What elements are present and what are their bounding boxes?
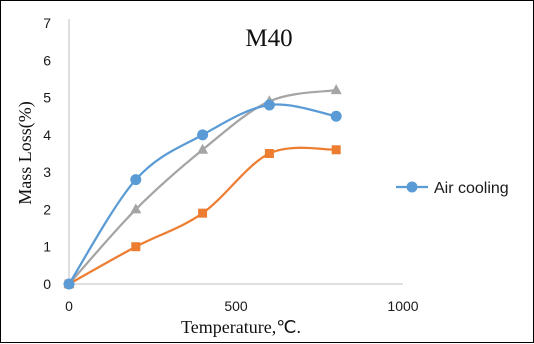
data-point — [331, 145, 341, 155]
y-tick-label: 1 — [43, 239, 51, 255]
series-group — [63, 84, 342, 290]
legend-label: Air cooling — [434, 180, 509, 197]
x-tick-label: 0 — [65, 298, 73, 314]
data-point — [264, 149, 274, 158]
y-tick-label: 7 — [43, 15, 51, 31]
x-axis-label: Temperature,℃. — [181, 317, 301, 337]
legend: Air cooling — [396, 180, 509, 197]
series-2 — [63, 84, 342, 288]
y-tick-label: 4 — [43, 127, 51, 143]
data-point — [198, 208, 208, 218]
series-0 — [63, 99, 342, 290]
x-tick-labels: 0 500 1000 — [65, 298, 419, 314]
y-axis-label: Mass Loss(%) — [15, 101, 36, 205]
data-point — [197, 129, 209, 141]
data-point — [130, 203, 142, 214]
data-point — [197, 143, 209, 154]
y-tick-label: 5 — [43, 90, 51, 106]
legend-marker — [406, 181, 418, 193]
data-point — [63, 278, 75, 290]
series-1 — [64, 145, 341, 289]
y-tick-labels: 0 1 2 3 4 5 6 7 — [43, 15, 51, 292]
y-tick-label: 2 — [43, 201, 51, 217]
chart-title: M40 — [245, 25, 292, 52]
data-point — [130, 174, 142, 186]
y-tick-label: 3 — [43, 164, 51, 180]
series-line — [68, 89, 337, 285]
x-tick-label: 1000 — [387, 298, 418, 314]
series-line — [68, 103, 337, 285]
data-point — [330, 110, 342, 122]
y-tick-label: 6 — [43, 52, 51, 68]
y-tick-label: 0 — [43, 276, 51, 292]
data-point — [131, 242, 141, 252]
data-point — [263, 99, 275, 111]
data-point — [330, 84, 342, 95]
x-tick-label: 500 — [224, 298, 248, 314]
axes — [68, 19, 403, 285]
